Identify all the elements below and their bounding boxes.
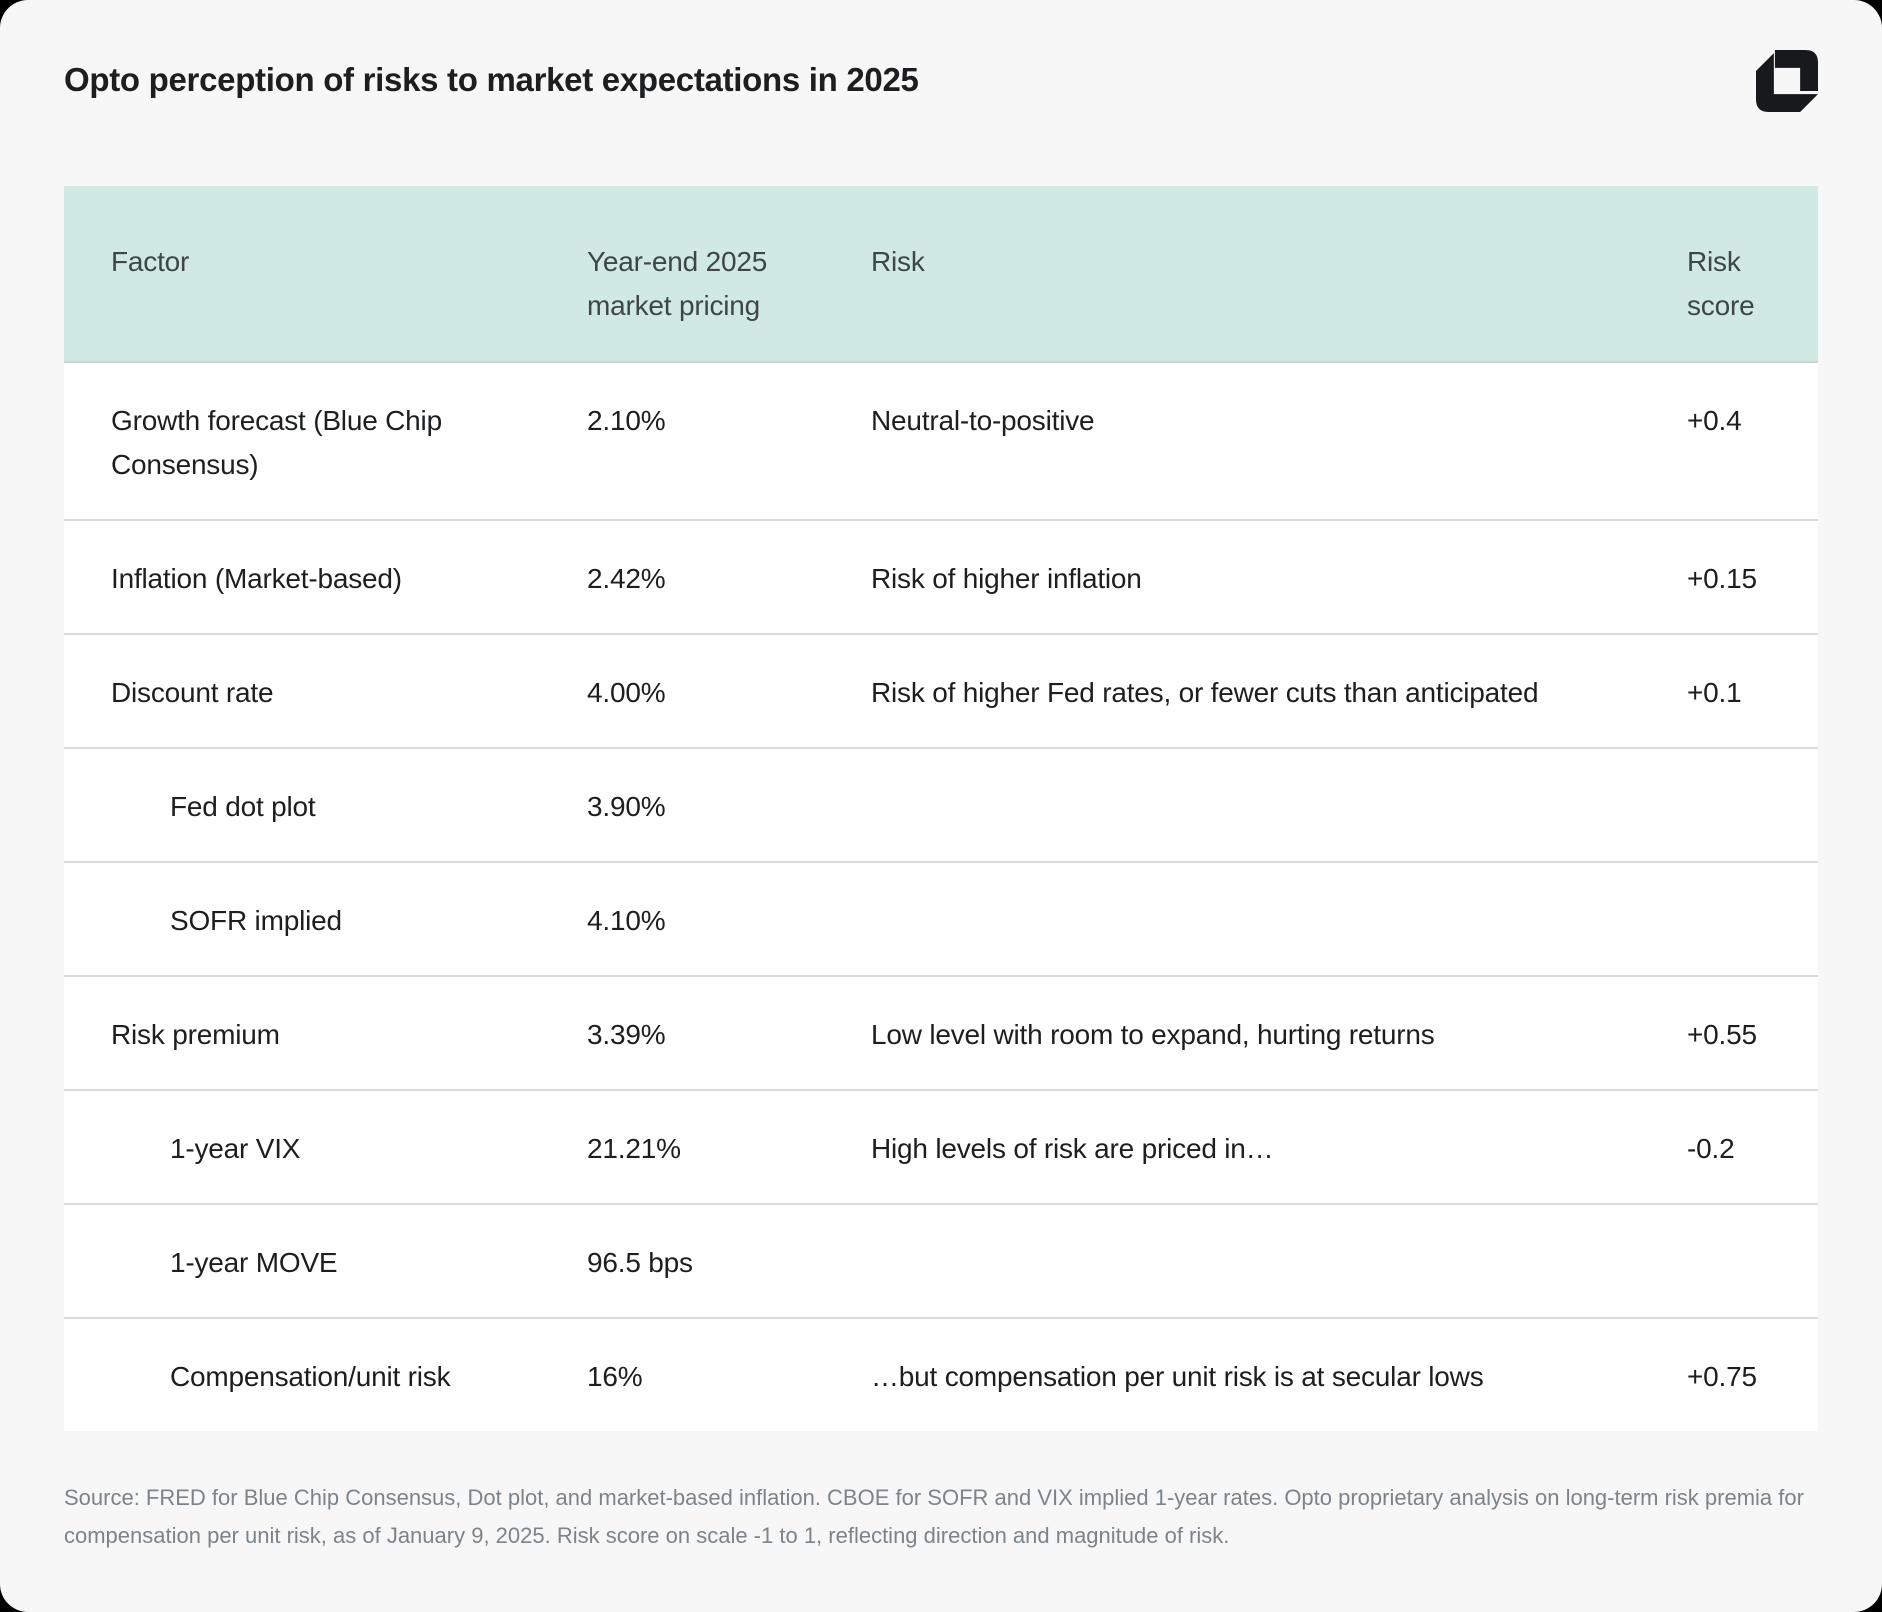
factor-cell: Compensation/unit risk <box>170 1361 451 1392</box>
pricing-cell: 16% <box>587 1361 643 1392</box>
factor-cell: SOFR implied <box>170 905 342 936</box>
table-row: Fed dot plot 3.90% <box>64 747 1818 861</box>
score-cell: +0.75 <box>1687 1361 1757 1392</box>
risk-cell: …but compensation per unit risk is at se… <box>871 1361 1484 1392</box>
opto-logo-icon <box>1756 50 1818 112</box>
pricing-cell: 3.90% <box>587 791 666 822</box>
table-row: Growth forecast (Blue Chip Consensus) 2.… <box>64 363 1818 519</box>
factor-cell: Risk premium <box>111 1019 280 1050</box>
risk-table: Factor Year-end 2025 market pricing Risk… <box>64 186 1818 1431</box>
pricing-cell: 21.21% <box>587 1133 681 1164</box>
risk-cell: Neutral-to-positive <box>871 405 1095 436</box>
table-row: 1-year MOVE 96.5 bps <box>64 1203 1818 1317</box>
factor-cell: Fed dot plot <box>170 791 316 822</box>
header-cell-factor: Factor <box>111 246 190 277</box>
risk-cell: Risk of higher Fed rates, or fewer cuts … <box>871 677 1539 708</box>
pricing-cell: 4.00% <box>587 677 666 708</box>
table-row: Discount rate 4.00% Risk of higher Fed r… <box>64 633 1818 747</box>
table-body: Growth forecast (Blue Chip Consensus) 2.… <box>64 363 1818 1431</box>
score-cell: -0.2 <box>1687 1133 1735 1164</box>
risk-cell: High levels of risk are priced in… <box>871 1133 1274 1164</box>
pricing-cell: 2.42% <box>587 563 666 594</box>
page-title: Opto perception of risks to market expec… <box>64 61 919 98</box>
pricing-cell: 2.10% <box>587 405 666 436</box>
table-row: Compensation/unit risk 16% …but compensa… <box>64 1317 1818 1431</box>
table-row: 1-year VIX 21.21% High levels of risk ar… <box>64 1089 1818 1203</box>
top-bar: Opto perception of risks to market expec… <box>64 50 1818 112</box>
pricing-cell: 3.39% <box>587 1019 666 1050</box>
score-cell: +0.4 <box>1687 405 1742 436</box>
table-row: Risk premium 3.39% Low level with room t… <box>64 975 1818 1089</box>
table-header-row: Factor Year-end 2025 market pricing Risk… <box>64 186 1818 363</box>
factor-cell: 1-year MOVE <box>170 1247 338 1278</box>
header-cell-pricing: Year-end 2025 market pricing <box>587 246 768 321</box>
table-row: SOFR implied 4.10% <box>64 861 1818 975</box>
factor-cell: Inflation (Market-based) <box>111 563 402 594</box>
table-row: Inflation (Market-based) 2.42% Risk of h… <box>64 519 1818 633</box>
risk-cell: Low level with room to expand, hurting r… <box>871 1019 1435 1050</box>
factor-cell: 1-year VIX <box>170 1133 301 1164</box>
factor-cell: Discount rate <box>111 677 274 708</box>
pricing-cell: 4.10% <box>587 905 666 936</box>
source-note: Source: FRED for Blue Chip Consensus, Do… <box>64 1485 1804 1548</box>
risk-cell: Risk of higher inflation <box>871 563 1142 594</box>
score-cell: +0.55 <box>1687 1019 1757 1050</box>
factor-cell: Growth forecast (Blue Chip Consensus) <box>111 405 442 480</box>
pricing-cell: 96.5 bps <box>587 1247 693 1278</box>
header-cell-risk: Risk <box>871 246 925 277</box>
score-cell: +0.15 <box>1687 563 1757 594</box>
header-cell-score: Risk score <box>1687 246 1755 321</box>
score-cell: +0.1 <box>1687 677 1742 708</box>
